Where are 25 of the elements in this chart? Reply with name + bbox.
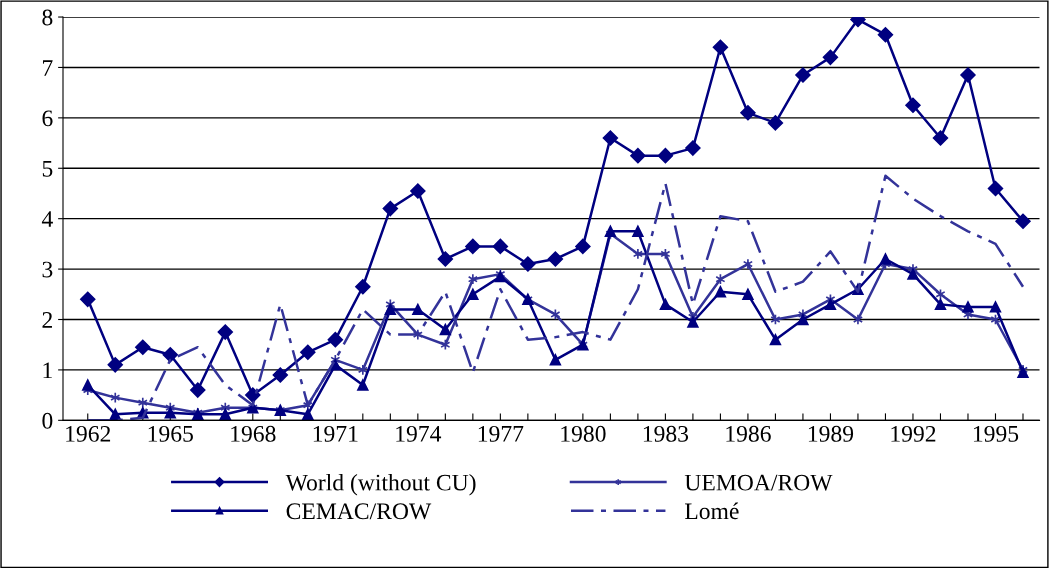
x-tick-label: 1974 (396, 425, 442, 442)
legend-label: UEMOA/ROW (684, 474, 833, 491)
x-tick-label: 1992 (891, 425, 936, 442)
x-tick-label: 1971 (313, 425, 358, 442)
x-tick-label: 1968 (231, 425, 276, 442)
x-tick-label: 1995 (973, 425, 1019, 442)
x-tick-label: 1962 (66, 425, 111, 442)
y-tick-label: 6 (42, 110, 53, 127)
y-tick-label: 4 (41, 211, 53, 227)
legend-label: Lomé (685, 502, 739, 520)
y-tick-label: 0 (42, 412, 53, 429)
x-tick-label: 1965 (148, 425, 193, 442)
legend-label: CEMAC/ROW (286, 503, 432, 520)
x-tick-label: 1977 (478, 425, 524, 442)
y-tick-label: 3 (42, 261, 53, 278)
y-tick-label: 2 (42, 312, 52, 328)
x-tick-label: 1980 (561, 425, 606, 442)
y-tick-label: 1 (43, 362, 52, 379)
y-tick-label: 7 (43, 60, 53, 76)
x-tick-label: 1986 (726, 425, 771, 442)
x-tick-label: 1989 (808, 425, 854, 442)
legend-label: World (without CU) (285, 473, 476, 496)
x-tick-label: 1983 (643, 425, 689, 442)
y-tick-label: 5 (42, 161, 53, 177)
y-tick-label: 8 (42, 9, 53, 26)
